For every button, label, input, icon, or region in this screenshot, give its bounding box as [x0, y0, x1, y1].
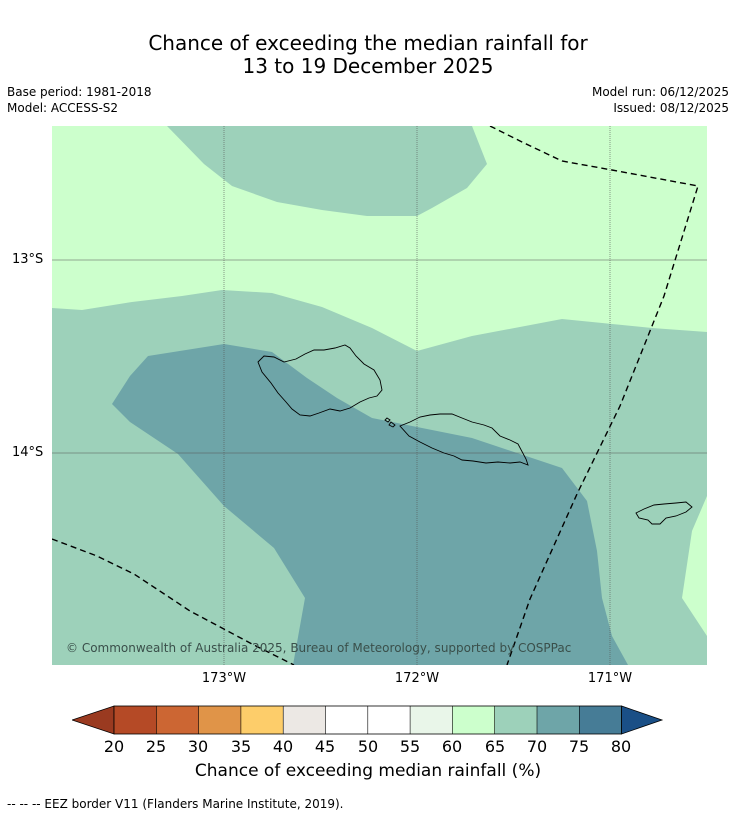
upolu-island [399, 413, 529, 466]
issued-date: Issued: 08/12/2025 [613, 101, 729, 115]
meta-left: Base period: 1981-2018 Model: ACCESS-S2 [7, 84, 152, 116]
colorbar-tick-60: 60 [441, 737, 463, 756]
base-period: Base period: 1981-2018 [7, 85, 152, 99]
colorbar-tick-20: 20 [103, 737, 125, 756]
colorbar-tick-30: 30 [187, 737, 209, 756]
colorbar [72, 705, 664, 735]
colorbar-20-25 [114, 706, 157, 734]
colorbar-50-55 [367, 706, 411, 734]
model-name: Model: ACCESS-S2 [7, 101, 119, 115]
meta-right: Model run: 06/12/2025 Issued: 08/12/2025 [592, 84, 729, 116]
eez-footnote: -- -- -- EEZ border V11 (Flanders Marine… [7, 797, 344, 811]
map-title-line2: 13 to 19 December 2025 [242, 54, 494, 78]
map-svg [52, 126, 707, 665]
colorbar-35-40 [240, 706, 284, 734]
eez-border [52, 126, 699, 665]
map-panel: © Commonwealth of Australia 2025, Bureau… [52, 126, 707, 665]
colorbar-65-70 [494, 706, 537, 734]
colorbar-tick-55: 55 [399, 737, 421, 756]
colorbar-60-65 [452, 706, 495, 734]
colorbar-55-60 [410, 706, 453, 734]
colorbar-30-35 [198, 706, 241, 734]
contour-65-70-top [167, 126, 487, 216]
apolima-island [388, 421, 396, 428]
colorbar-over-triangle [621, 705, 664, 735]
colorbar-tick-35: 35 [230, 737, 252, 756]
colorbar-tick-65: 65 [484, 737, 506, 756]
colorbar-40-45 [283, 706, 326, 734]
colorbar-70-75 [537, 706, 580, 734]
savaii-island [257, 344, 383, 417]
islands [257, 344, 693, 525]
colorbar-tick-80: 80 [610, 737, 632, 756]
colorbar-tick-75: 75 [568, 737, 590, 756]
colorbar-25-30 [156, 706, 199, 734]
manono-island [384, 417, 391, 423]
colorbar-frame [113, 705, 623, 735]
colorbar-dividers [156, 706, 580, 734]
colorbar-75-80 [579, 706, 622, 734]
lon-label-172w: 172°W [394, 671, 440, 686]
colorbar-tick-45: 45 [314, 737, 336, 756]
colorbar-tick-25: 25 [145, 737, 167, 756]
copyright-text: © Commonwealth of Australia 2025, Bureau… [66, 641, 572, 655]
colorbar-under-triangle [72, 705, 115, 735]
colorbar-tick-40: 40 [272, 737, 294, 756]
graticule-lat [52, 259, 707, 454]
lat-label-13s: 13°S [12, 252, 44, 267]
colorbar-45-50 [325, 706, 368, 734]
colorbar-tick-50: 50 [357, 737, 379, 756]
map-title-line1: Chance of exceeding the median rainfall … [148, 31, 588, 55]
lat-label-14s: 14°S [12, 445, 44, 460]
lon-label-171w: 171°W [587, 671, 633, 686]
contour-70-75 [112, 344, 628, 665]
lon-label-173w: 173°W [201, 671, 247, 686]
colorbar-title: Chance of exceeding median rainfall (%) [194, 761, 542, 781]
tutuila-island [635, 501, 693, 525]
model-run: Model run: 06/12/2025 [591, 85, 729, 99]
colorbar-tick-70: 70 [526, 737, 548, 756]
